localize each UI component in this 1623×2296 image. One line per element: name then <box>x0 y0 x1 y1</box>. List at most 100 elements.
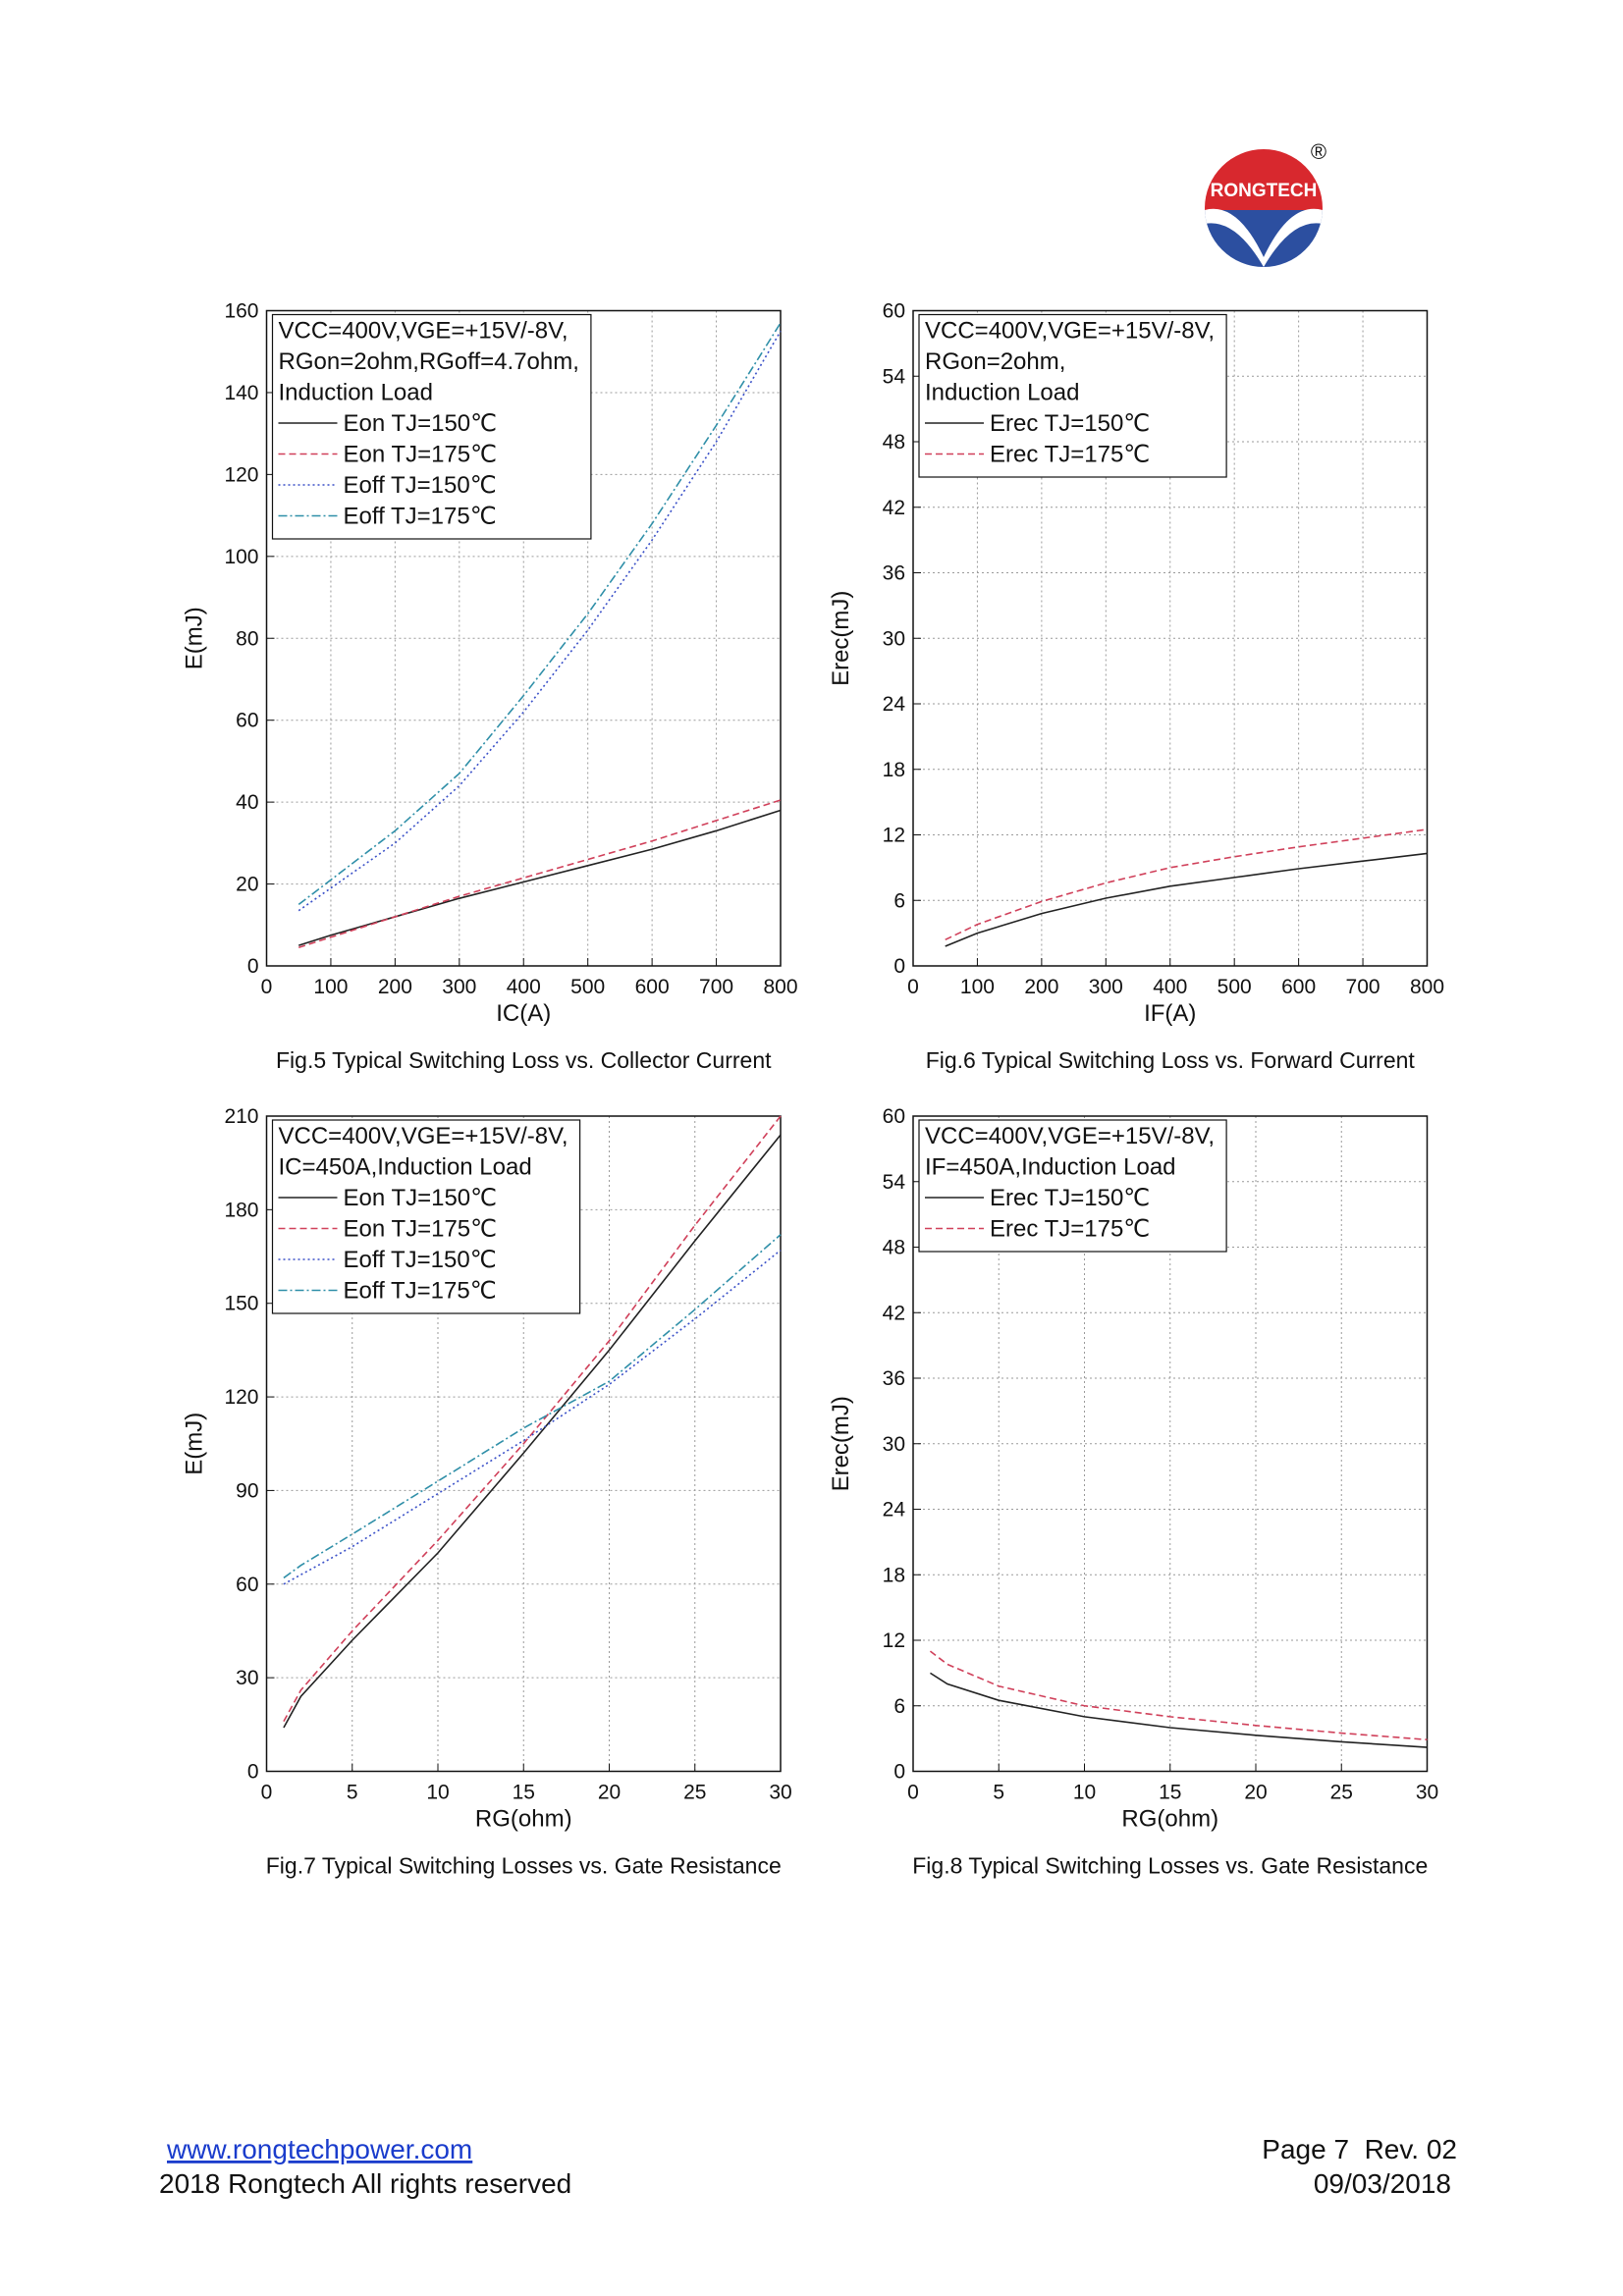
y-tick-label: 160 <box>224 300 258 323</box>
x-tick-label: 700 <box>699 976 733 998</box>
logo-mark: ® <box>1311 139 1326 164</box>
plot-frame <box>912 309 1429 967</box>
legend-annotation: Induction Load <box>279 380 433 406</box>
y-tick-label: 54 <box>883 1171 906 1194</box>
x-tick-label: 300 <box>442 976 476 998</box>
y-tick-label: 30 <box>883 627 905 650</box>
x-tick-label: 400 <box>1153 976 1187 998</box>
plot-frame <box>265 309 782 967</box>
x-tick-label: 0 <box>907 976 919 998</box>
legend-box <box>918 1119 1227 1253</box>
y-tick-label: 80 <box>236 627 258 650</box>
y-tick-label: 60 <box>236 710 258 732</box>
legend-label: Erec TJ=175℃ <box>990 1216 1150 1243</box>
chart-caption: Fig.6 Typical Switching Loss vs. Forward… <box>926 1047 1416 1073</box>
x-tick-label: 400 <box>507 976 541 998</box>
y-tick-label: 18 <box>883 1564 905 1586</box>
chart: 0 20 40 60 80 100 120 140 160 0 100 200 300 400 500 600… <box>182 300 798 1074</box>
legend-label: Eon TJ=150℃ <box>344 1185 498 1211</box>
legend-annotation: VCC=400V,VGE=+15V/-8V, <box>279 1123 568 1149</box>
legend-box <box>271 313 592 540</box>
legend-annotation: RGon=2ohm, <box>925 348 1065 375</box>
x-tick-label: 15 <box>1159 1782 1181 1804</box>
x-tick-label: 200 <box>1024 976 1058 998</box>
footer-link[interactable]: www.rongtechpower.com <box>166 2134 472 2164</box>
series-line <box>283 1134 782 1729</box>
x-tick-label: 20 <box>1244 1782 1267 1804</box>
y-tick-label: 12 <box>883 1629 905 1652</box>
y-tick-label: 6 <box>893 889 905 912</box>
x-axis-label: IC(A) <box>496 1000 551 1027</box>
x-tick-label: 600 <box>635 976 670 998</box>
series-line <box>298 799 782 948</box>
series-line <box>298 330 782 912</box>
y-tick-label: 36 <box>883 562 905 585</box>
x-tick-label: 100 <box>313 976 348 998</box>
y-tick-label: 60 <box>236 1574 258 1596</box>
y-tick-label: 0 <box>893 955 905 978</box>
legend-label: Erec TJ=150℃ <box>990 410 1150 437</box>
x-axis-label: RG(ohm) <box>1121 1806 1218 1833</box>
x-tick-label: 5 <box>993 1782 1004 1804</box>
y-tick-label: 30 <box>236 1667 258 1689</box>
legend-label: Eon TJ=150℃ <box>344 410 498 437</box>
y-tick-label: 18 <box>883 759 905 781</box>
series-line <box>298 322 782 906</box>
series-line <box>283 1115 782 1723</box>
legend-box <box>918 313 1227 478</box>
x-tick-label: 10 <box>426 1782 449 1804</box>
legend-label: Eoff TJ=175℃ <box>344 504 497 530</box>
y-axis-label: Erec(mJ) <box>828 591 854 686</box>
x-tick-label: 500 <box>570 976 605 998</box>
y-axis-label: E(mJ) <box>182 1413 208 1475</box>
x-tick-label: 600 <box>1281 976 1316 998</box>
series-line <box>298 809 782 946</box>
legend-annotation: VCC=400V,VGE=+15V/-8V, <box>925 1123 1215 1149</box>
legend-label: Eoff TJ=175℃ <box>344 1278 497 1305</box>
x-tick-label: 30 <box>1416 1782 1438 1804</box>
x-tick-label: 800 <box>1410 976 1444 998</box>
legend-label: Eon TJ=175℃ <box>344 442 498 468</box>
logo-text: RONGTECH <box>1211 181 1318 201</box>
x-tick-label: 100 <box>960 976 995 998</box>
y-tick-label: 24 <box>883 1499 906 1522</box>
y-tick-label: 120 <box>224 463 258 486</box>
legend-label: Erec TJ=175℃ <box>990 442 1150 468</box>
legend: VCC=400V,VGE=+15V/-8V, IF=450A,Induction … <box>918 1119 1227 1253</box>
x-tick-label: 20 <box>598 1782 621 1804</box>
x-tick-label: 0 <box>261 1782 273 1804</box>
y-tick-label: 54 <box>883 365 906 388</box>
y-tick-label: 150 <box>224 1293 258 1315</box>
x-tick-label: 300 <box>1089 976 1123 998</box>
legend-label: Eoff TJ=150℃ <box>344 472 497 499</box>
y-tick-label: 24 <box>883 693 906 716</box>
y-tick-label: 48 <box>883 1237 905 1259</box>
series-line <box>929 1650 1428 1741</box>
x-tick-label: 25 <box>683 1782 706 1804</box>
y-tick-label: 36 <box>883 1367 905 1390</box>
y-tick-label: 60 <box>883 300 905 323</box>
y-tick-label: 140 <box>224 382 258 404</box>
x-tick-label: 30 <box>769 1782 791 1804</box>
x-tick-label: 15 <box>513 1782 535 1804</box>
y-tick-label: 40 <box>236 791 258 814</box>
x-tick-label: 5 <box>347 1782 358 1804</box>
x-tick-label: 0 <box>261 976 273 998</box>
legend-annotation: Induction Load <box>925 380 1079 406</box>
legend-box <box>271 1119 581 1314</box>
y-tick-label: 12 <box>883 825 905 847</box>
y-tick-label: 0 <box>247 1761 259 1784</box>
footer-link-text[interactable]: www.rongtechpower.com <box>166 2134 472 2164</box>
legend: VCC=400V,VGE=+15V/-8V, IC=450A,Induction … <box>271 1119 581 1314</box>
y-tick-label: 20 <box>236 874 258 896</box>
series-line <box>945 828 1428 941</box>
x-tick-label: 10 <box>1073 1782 1096 1804</box>
y-tick-label: 42 <box>883 1302 905 1324</box>
x-tick-label: 500 <box>1217 976 1252 998</box>
x-tick-label: 200 <box>378 976 412 998</box>
plot-frame <box>912 1115 1429 1773</box>
chart-caption: Fig.5 Typical Switching Loss vs. Collect… <box>276 1047 772 1073</box>
